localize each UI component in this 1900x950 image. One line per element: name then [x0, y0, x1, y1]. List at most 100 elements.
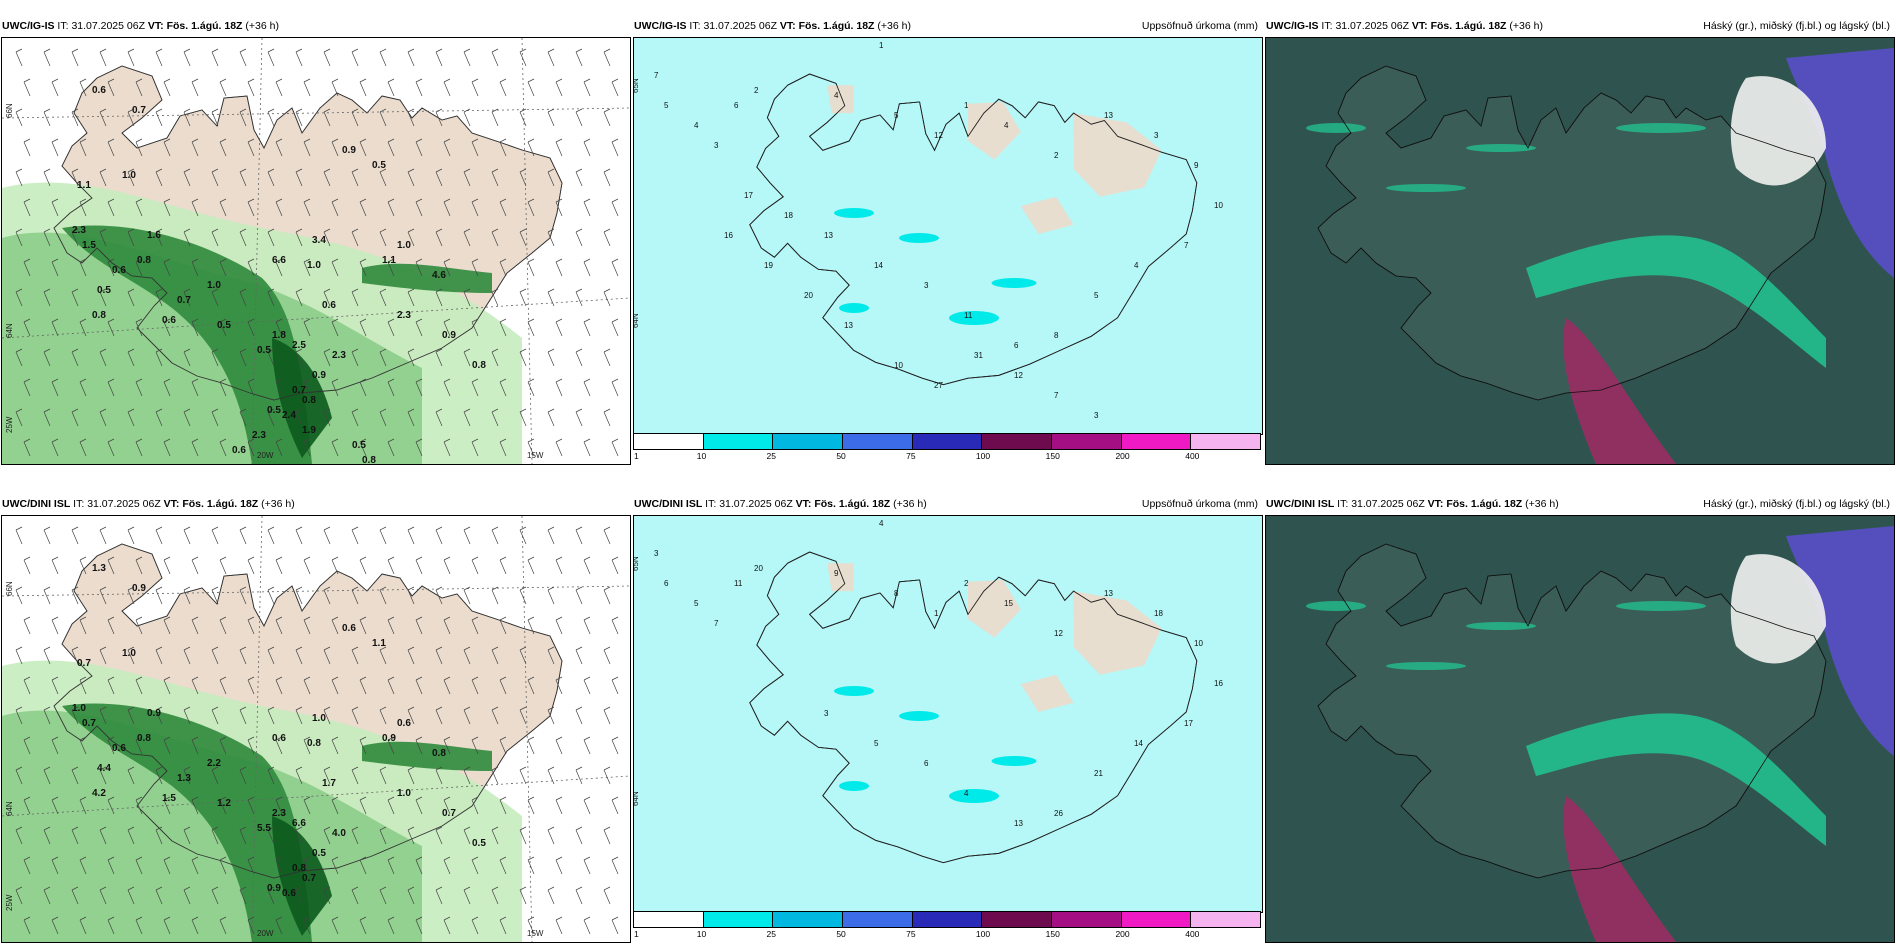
- wind-barb: [71, 348, 79, 367]
- cloud-cover-map: [1265, 515, 1895, 943]
- wind-barb: [239, 408, 247, 427]
- wind-barb: [79, 78, 87, 97]
- precip-patch: [834, 686, 874, 696]
- precip-value-label: 5: [1094, 291, 1099, 300]
- wind-barb: [127, 408, 135, 427]
- wind-barb: [79, 438, 87, 457]
- wind-barb: [331, 616, 339, 635]
- panel-header: UWC/IG-IS IT: 31.07.2025 06Z VT: Fös. 1.…: [634, 20, 911, 32]
- wind-barb: [463, 586, 471, 605]
- precip-value-label: 1.3: [177, 773, 191, 784]
- wind-barb: [219, 616, 227, 635]
- wind-barb: [155, 766, 163, 785]
- wind-barb: [575, 706, 583, 725]
- wind-barb: [51, 318, 59, 337]
- precip-value-label: 2.3: [252, 430, 266, 441]
- panel-dini-cloud: UWC/DINI ISL IT: 31.07.2025 06Z VT: Fös.…: [1264, 493, 1895, 943]
- wind-barb: [519, 646, 527, 665]
- wind-barb: [267, 586, 275, 605]
- grid-line: [521, 38, 533, 464]
- wind-barb: [555, 258, 563, 277]
- wind-barb: [463, 228, 471, 247]
- precip-value-label: 4: [694, 121, 699, 130]
- wind-barb: [71, 886, 79, 905]
- precip-value-label: 15: [1004, 599, 1013, 608]
- wind-barb: [491, 706, 499, 725]
- wind-barb: [295, 526, 303, 545]
- wind-barb: [407, 526, 415, 545]
- wind-barb: [23, 258, 31, 277]
- colorbar-cell: [703, 912, 774, 927]
- precip-value-label: 0.8: [137, 255, 151, 266]
- wind-barb: [191, 438, 199, 457]
- precip-value-label: 4: [834, 91, 839, 100]
- precip-value-label: 1.0: [307, 260, 321, 271]
- wind-barb: [603, 108, 611, 127]
- wind-barb: [463, 168, 471, 187]
- wind-barb: [527, 616, 535, 635]
- wind-barb: [323, 706, 331, 725]
- wind-barb: [499, 556, 507, 575]
- wind-barb: [191, 78, 199, 97]
- wind-barb: [211, 108, 219, 127]
- wind-barb: [443, 796, 451, 815]
- wind-barb: [99, 48, 107, 67]
- wind-barb: [23, 198, 31, 217]
- precip-value-label: 26: [1054, 809, 1063, 818]
- precip-value-label: 7: [1054, 391, 1059, 400]
- precip-value-label: 0.7: [77, 658, 91, 669]
- colorbar-cell: [1121, 434, 1192, 449]
- wind-barb: [295, 408, 303, 427]
- grid-line: [251, 38, 263, 464]
- precip-value-label: 8: [1054, 331, 1059, 340]
- wind-barb: [407, 48, 415, 67]
- wind-barb: [163, 736, 171, 755]
- precip-value-label: 5: [874, 739, 879, 748]
- wind-barb: [79, 736, 87, 755]
- wind-barb: [99, 826, 107, 845]
- precip-value-label: 12: [1054, 629, 1063, 638]
- colorbar-tick-label: 200: [1115, 929, 1130, 939]
- coastline: [749, 551, 1198, 864]
- wind-barb: [435, 706, 443, 725]
- wind-barb: [471, 318, 479, 337]
- wind-barb: [575, 526, 583, 545]
- precip-value-label: 0.5: [97, 285, 111, 296]
- wind-barb: [463, 646, 471, 665]
- wind-barb: [379, 168, 387, 187]
- colorbar-tick-label: 75: [906, 929, 916, 939]
- colorbar-cell: [1191, 912, 1261, 927]
- wind-barb: [555, 916, 563, 935]
- wind-barb: [379, 408, 387, 427]
- wind-barb: [127, 586, 135, 605]
- wind-barb: [183, 706, 191, 725]
- wind-barb: [247, 378, 255, 397]
- wind-barb: [359, 736, 367, 755]
- wind-barb: [387, 916, 395, 935]
- wind-barb: [183, 228, 191, 247]
- precip-value-label: 21: [1094, 769, 1103, 778]
- wind-barb: [135, 378, 143, 397]
- wind-barb: [303, 556, 311, 575]
- wind-barb: [463, 526, 471, 545]
- wind-barb: [351, 646, 359, 665]
- wind-barb: [323, 586, 331, 605]
- wind-barb: [519, 766, 527, 785]
- wind-barb: [71, 526, 79, 545]
- wind-barb: [603, 646, 611, 665]
- wind-barb: [295, 586, 303, 605]
- cloud-strip: [1386, 662, 1466, 670]
- wind-barb: [303, 676, 311, 695]
- wind-barb: [323, 766, 331, 785]
- wind-barb: [15, 826, 23, 845]
- wind-barb: [491, 766, 499, 785]
- wind-barb: [443, 616, 451, 635]
- axis-label: 65N: [634, 78, 640, 93]
- wind-barb: [43, 706, 51, 725]
- wind-barb: [603, 48, 611, 67]
- wind-barb: [415, 916, 423, 935]
- precip-value-label: 19: [764, 261, 773, 270]
- wind-barb: [247, 78, 255, 97]
- wind-barb: [163, 796, 171, 815]
- wind-barb: [267, 48, 275, 67]
